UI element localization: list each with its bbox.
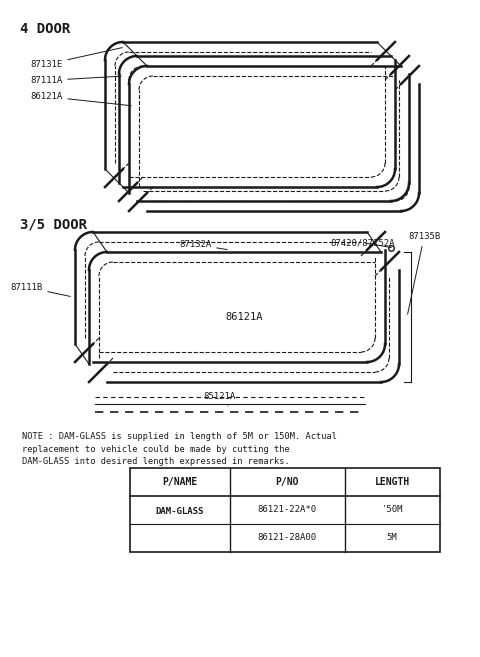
Bar: [130, 468, 440, 552]
Text: 85121A: 85121A: [204, 392, 236, 406]
Text: 87111B: 87111B: [10, 283, 70, 296]
Text: P/NAME: P/NAME: [162, 477, 198, 487]
Text: 86121A: 86121A: [225, 312, 263, 322]
Text: 87111A: 87111A: [30, 76, 121, 85]
Text: NOTE : DAM-GLASS is supplied in length of 5M or 150M. Actual
replacement to vehi: NOTE : DAM-GLASS is supplied in length o…: [22, 432, 337, 466]
Text: DAM-GLASS: DAM-GLASS: [156, 507, 204, 516]
Text: '50M: '50M: [381, 505, 403, 514]
Text: 86121-28A00: 86121-28A00: [257, 533, 317, 543]
Text: 5M: 5M: [386, 533, 397, 543]
Text: 3/5 DOOR: 3/5 DOOR: [20, 217, 87, 231]
Text: P/NO: P/NO: [275, 477, 299, 487]
Text: 86121-22A*0: 86121-22A*0: [257, 505, 317, 514]
Text: LENGTH: LENGTH: [374, 477, 409, 487]
Text: 87132A: 87132A: [179, 240, 227, 250]
Text: 87420/87152A: 87420/87152A: [330, 238, 395, 248]
Text: 4 DOOR: 4 DOOR: [20, 22, 70, 36]
Text: 87135B: 87135B: [408, 232, 440, 314]
Text: 86121A: 86121A: [30, 92, 131, 106]
Text: 87131E: 87131E: [30, 47, 122, 69]
